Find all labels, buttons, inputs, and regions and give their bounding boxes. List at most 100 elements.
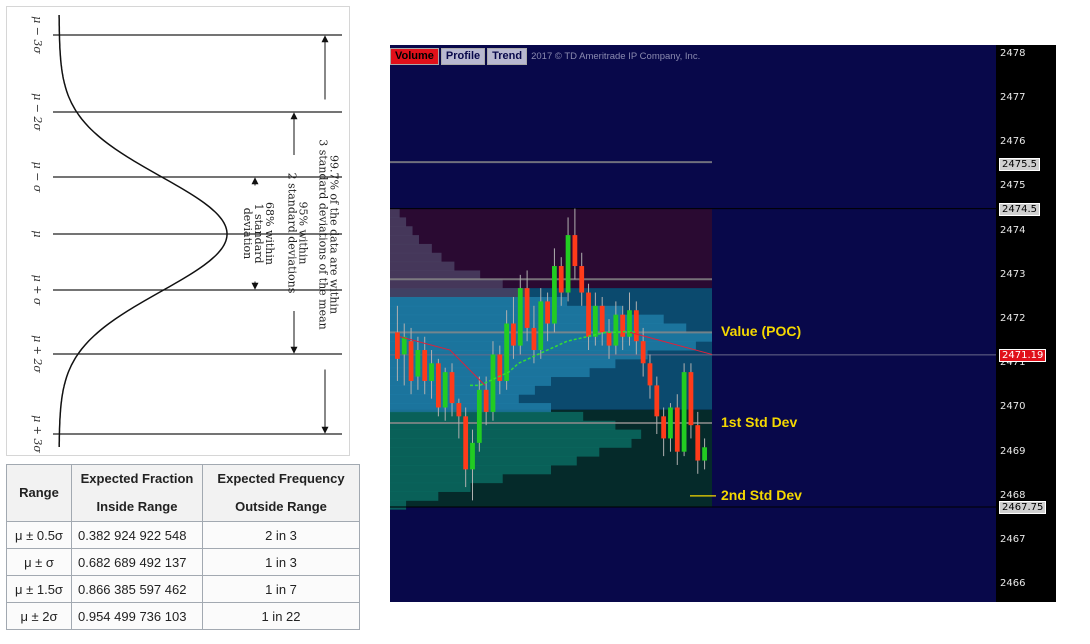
profile-bar: [390, 243, 432, 254]
candle-body: [627, 310, 632, 337]
candle-body: [695, 425, 701, 461]
candle-body: [429, 363, 434, 381]
vwap-line: [470, 330, 636, 387]
candle-body: [579, 266, 585, 293]
sigma-label: μ − 3σ: [31, 16, 44, 54]
profile-bar: [390, 456, 577, 466]
price-tick-label: 2466: [1000, 578, 1026, 590]
profile-bar: [390, 429, 642, 439]
price-tick-label: 2476: [1000, 136, 1026, 148]
price-tick-label: 2469: [1000, 445, 1026, 457]
price-tag: 2474.5: [999, 202, 1040, 216]
tab-profile[interactable]: Profile: [440, 48, 486, 65]
candle-body: [517, 288, 523, 346]
range-annotation-line: 95% within: [297, 202, 310, 265]
profile-bar: [390, 296, 568, 307]
cell-range: μ ± 2σ: [6, 602, 72, 630]
cell-fraction: 0.382 924 922 548: [71, 521, 203, 549]
candle-body: [558, 266, 564, 293]
cell-range: μ ± 0.5σ: [6, 521, 72, 549]
candle-body: [524, 288, 530, 328]
profile-bar: [390, 226, 413, 236]
candle-body: [599, 305, 605, 333]
table-row: μ ± σ 0.682 689 492 137 1 in 3: [6, 548, 360, 576]
candle-body: [463, 416, 469, 470]
candle-body: [456, 403, 462, 417]
sigma-label: μ − 2σ: [31, 93, 44, 131]
price-tick-label: 2473: [1000, 268, 1026, 280]
price-tick-label: 2477: [1000, 92, 1026, 104]
sigma-label: μ: [31, 230, 44, 237]
profile-bar: [390, 385, 535, 395]
profile-bar: [390, 447, 600, 457]
annotation-label: Value (POC): [721, 323, 802, 340]
normal-distribution-figure: μ − 3σ μ − 2σ μ − σ μ μ + σ μ + 2σ μ + 3σ 68% w…: [6, 6, 350, 456]
candle-body: [592, 305, 598, 337]
price-tag: 2475.5: [999, 158, 1040, 172]
range-annotation-line: 3 standard deviations of the mean: [317, 139, 330, 330]
profile-bar: [390, 288, 526, 298]
bell-curve: [58, 15, 228, 447]
sigma-probability-table: Range Expected Fraction Inside Range Expe…: [6, 464, 360, 630]
candle-body: [620, 314, 626, 337]
price-axis[interactable]: 2466 2467 2468 2469 2470 2471 2472 2473 2474 2475…: [996, 45, 1056, 602]
tab-volume[interactable]: Volume: [390, 48, 439, 65]
tab-trend[interactable]: Trend: [487, 48, 528, 65]
price-tick-label: 2467: [1000, 534, 1026, 546]
header-range: Range: [6, 464, 72, 522]
candle-body: [415, 350, 421, 377]
candle-body: [531, 327, 537, 351]
candle-body: [565, 235, 571, 293]
cell-fraction: 0.954 499 736 103: [71, 602, 203, 630]
range-annotation-line: 1 standard: [252, 203, 265, 263]
candle-body: [401, 336, 407, 355]
range-annotation-line: 99.7% of the data are within: [328, 155, 341, 314]
candle-body: [633, 310, 639, 342]
profile-bar: [390, 358, 616, 369]
candle-body: [674, 407, 680, 452]
profile-bar: [390, 261, 455, 271]
price-tick-label: 2470: [1000, 401, 1026, 413]
range-annotation-line: deviation: [241, 208, 254, 260]
cell-fraction: 0.866 385 597 462: [71, 575, 203, 603]
cell-frequency: 1 in 7: [202, 575, 360, 603]
candle-body: [476, 389, 482, 443]
candle-body: [640, 341, 646, 364]
candle-body: [668, 407, 673, 439]
candle-body: [435, 363, 441, 408]
candle-body: [442, 372, 448, 408]
table-header-row: Range Expected Fraction Inside Range Expe…: [6, 464, 360, 522]
sigma-label: μ + σ: [31, 275, 44, 306]
header-expected-fraction: Expected Fraction Inside Range: [71, 464, 203, 522]
profile-bar: [390, 235, 419, 245]
candle-body: [490, 354, 496, 412]
candle-body: [681, 372, 687, 452]
trading-chart[interactable]: Volume Profile Trend 2017 © TD Ameritrad…: [390, 45, 1056, 602]
candle-body: [483, 389, 489, 412]
candle-body: [538, 301, 544, 351]
cell-frequency: 1 in 22: [202, 602, 360, 630]
profile-bar: [390, 217, 407, 227]
candle-body: [586, 292, 591, 337]
candle-body: [613, 314, 619, 346]
candle-body: [511, 323, 516, 346]
profile-bar: [390, 332, 712, 342]
annotation-label: 2nd Std Dev: [721, 486, 802, 503]
price-plot[interactable]: [390, 45, 996, 602]
profile-bar: [390, 208, 400, 218]
candle-body: [647, 363, 653, 386]
profile-bar: [390, 464, 551, 475]
profile-bar: [390, 305, 622, 316]
table-row: μ ± 0.5σ 0.382 924 922 548 2 in 3: [6, 521, 360, 549]
profile-bar: [390, 252, 442, 263]
candle-body: [552, 266, 557, 324]
range-annotation-line: 68% within: [263, 202, 276, 265]
cell-range: μ ± σ: [6, 548, 72, 576]
trend-line: [399, 336, 486, 386]
cell-frequency: 1 in 3: [202, 548, 360, 576]
price-tick-label: 2475: [1000, 180, 1026, 192]
candle-body: [470, 442, 475, 470]
profile-bar: [390, 500, 407, 510]
trend-line: [629, 331, 713, 355]
price-tick-label: 2468: [1000, 489, 1026, 501]
